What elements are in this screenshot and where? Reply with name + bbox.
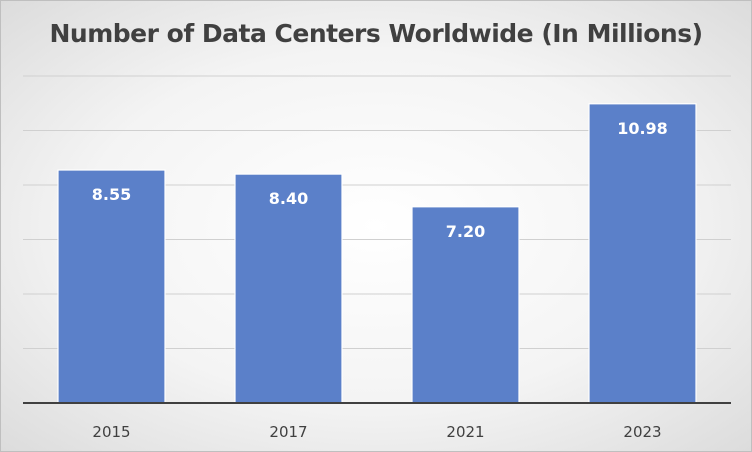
data-label: 10.98	[617, 119, 668, 138]
chart-title: Number of Data Centers Worldwide (In Mil…	[49, 19, 703, 48]
x-tick-label: 2017	[269, 423, 307, 441]
bar-2015	[57, 169, 166, 404]
data-label: 7.20	[446, 222, 485, 241]
bar-2017	[234, 173, 343, 404]
data-label: 8.40	[269, 189, 308, 208]
x-tick-label: 2015	[92, 423, 130, 441]
bar-2023	[588, 103, 697, 404]
x-tick-label: 2023	[623, 423, 661, 441]
x-tick-label: 2021	[446, 423, 484, 441]
bar-2021	[411, 206, 520, 404]
data-label: 8.55	[92, 185, 131, 204]
